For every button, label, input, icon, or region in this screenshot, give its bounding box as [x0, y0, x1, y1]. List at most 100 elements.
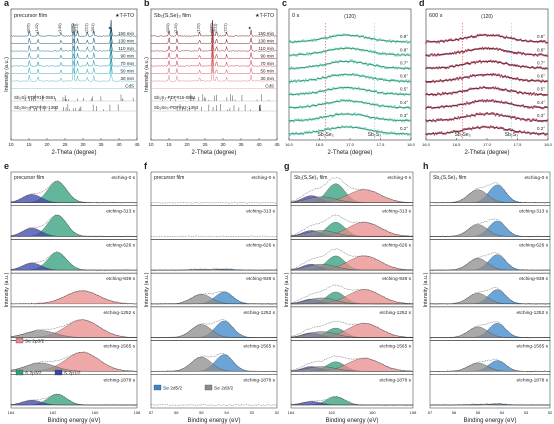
- data-point-d: [440, 118, 443, 121]
- raw-spectrum-e: [10, 393, 138, 406]
- data-point-c: [356, 34, 359, 36]
- data-point-d: [536, 55, 539, 57]
- x-tick-label-a: 30: [80, 142, 86, 147]
- data-point-d: [469, 115, 472, 118]
- data-point-d: [428, 55, 431, 57]
- data-point-c: [352, 61, 355, 64]
- data-point-c: [382, 117, 385, 120]
- data-point-d: [479, 127, 481, 130]
- data-point-c: [327, 87, 330, 90]
- data-point-c: [394, 41, 397, 44]
- row-label-f: etching-626 s: [246, 242, 275, 248]
- row-frame-f: [150, 374, 278, 409]
- data-point-d: [530, 94, 533, 96]
- x-tick-label-a: 25: [62, 142, 68, 147]
- data-point-d: [528, 93, 531, 96]
- y-axis-label-g: Intensity (a.u.): [284, 272, 290, 307]
- raw-spectrum-f: [150, 290, 278, 305]
- xrd-line-b-6: [150, 65, 277, 82]
- reference-label-b: Sb₂Se₃-PDF#42-1393: [154, 105, 199, 110]
- fit-line-c: [288, 48, 411, 56]
- fit-line-c: [289, 74, 411, 82]
- peak-label-b: (221): [223, 23, 228, 33]
- angle-label-c: 0.8°: [400, 47, 408, 52]
- x-tick-label-h: 54: [500, 410, 505, 415]
- fit-component-g-3: [290, 196, 414, 203]
- data-point-d: [492, 33, 495, 36]
- data-point-d: [493, 112, 496, 115]
- fit-component-g-3: [290, 264, 414, 271]
- row-label-f: etching-0 s: [252, 175, 276, 181]
- row-label-h: etching-0 s: [525, 175, 549, 181]
- data-point-c: [336, 112, 338, 115]
- data-point-c: [308, 106, 311, 109]
- data-point-c: [374, 118, 377, 120]
- data-point-c: [376, 116, 379, 119]
- data-point-c: [376, 129, 379, 132]
- data-point-c: [297, 118, 300, 121]
- data-point-d: [545, 134, 547, 136]
- row-label-f: etching-313 s: [246, 209, 275, 215]
- data-point-c: [374, 50, 377, 53]
- row-frame-h: [429, 374, 551, 409]
- data-point-c: [380, 130, 383, 133]
- xrd-line-b-5: [150, 57, 277, 75]
- data-point-d: [452, 118, 455, 121]
- x-tick-label-b: 10: [148, 142, 154, 147]
- data-point-d: [461, 78, 463, 80]
- panel-title-e: precursor film: [14, 175, 44, 181]
- raw-spectrum-e: [10, 290, 138, 305]
- data-point-d: [457, 39, 460, 42]
- data-point-d: [438, 41, 441, 44]
- legend-label-e: S 2p1/2: [64, 371, 81, 377]
- data-point-d: [479, 59, 481, 62]
- data-point-d: [486, 111, 489, 114]
- data-point-c: [342, 74, 344, 77]
- plot-frame-a: [10, 8, 138, 141]
- data-point-d: [546, 55, 549, 57]
- data-point-c: [366, 114, 368, 117]
- data-point-d: [489, 59, 492, 62]
- data-point-d: [434, 120, 437, 123]
- data-point-d: [435, 41, 438, 44]
- data-point-c: [385, 93, 388, 96]
- data-point-c: [374, 76, 377, 79]
- x-tick-label-e: 162: [50, 410, 57, 415]
- x-axis-label-h: Binding energy (eV): [463, 418, 516, 424]
- xrd-line-a-1: [10, 27, 137, 45]
- data-point-c: [405, 79, 408, 82]
- panel-title-c: 0 s: [292, 13, 300, 19]
- data-point-c: [390, 41, 392, 44]
- fit-line-c: [289, 34, 411, 43]
- raw-spectrum-e: [10, 319, 138, 339]
- row-label-g: etching-1565 s: [380, 344, 412, 350]
- data-point-d: [504, 37, 507, 40]
- data-point-d: [476, 125, 479, 128]
- row-label-h: etching-1252 s: [517, 310, 549, 316]
- peak-label-b: (211): [213, 23, 218, 33]
- row-label-g: etching-1252 s: [380, 310, 412, 316]
- row-label-f: etching-1878 s: [244, 377, 276, 383]
- data-point-c: [357, 86, 360, 89]
- data-point-d: [481, 98, 484, 101]
- series-label-a: 50 min: [120, 69, 134, 74]
- data-point-d: [492, 99, 495, 102]
- panel-title-b: Sb₂(S,Se)₃ film: [154, 13, 191, 19]
- peak-label-a: (211): [74, 23, 79, 33]
- data-point-c: [354, 112, 356, 115]
- data-point-c: [288, 94, 290, 97]
- panel-letter-a: a: [4, 0, 10, 8]
- data-point-d: [505, 35, 508, 38]
- fit-line-d: [426, 74, 548, 82]
- data-point-d: [431, 53, 433, 55]
- data-point-d: [529, 91, 532, 94]
- data-point-c: [333, 47, 336, 50]
- row-frame-e: [10, 374, 138, 409]
- row-label-f: etching-1252 s: [244, 310, 276, 316]
- data-point-d: [450, 38, 453, 41]
- series-label-b: 90 min: [260, 54, 274, 59]
- x-tick-label-e: 160: [92, 410, 99, 415]
- data-point-d: [521, 53, 523, 56]
- raw-spectrum-g: [290, 320, 414, 339]
